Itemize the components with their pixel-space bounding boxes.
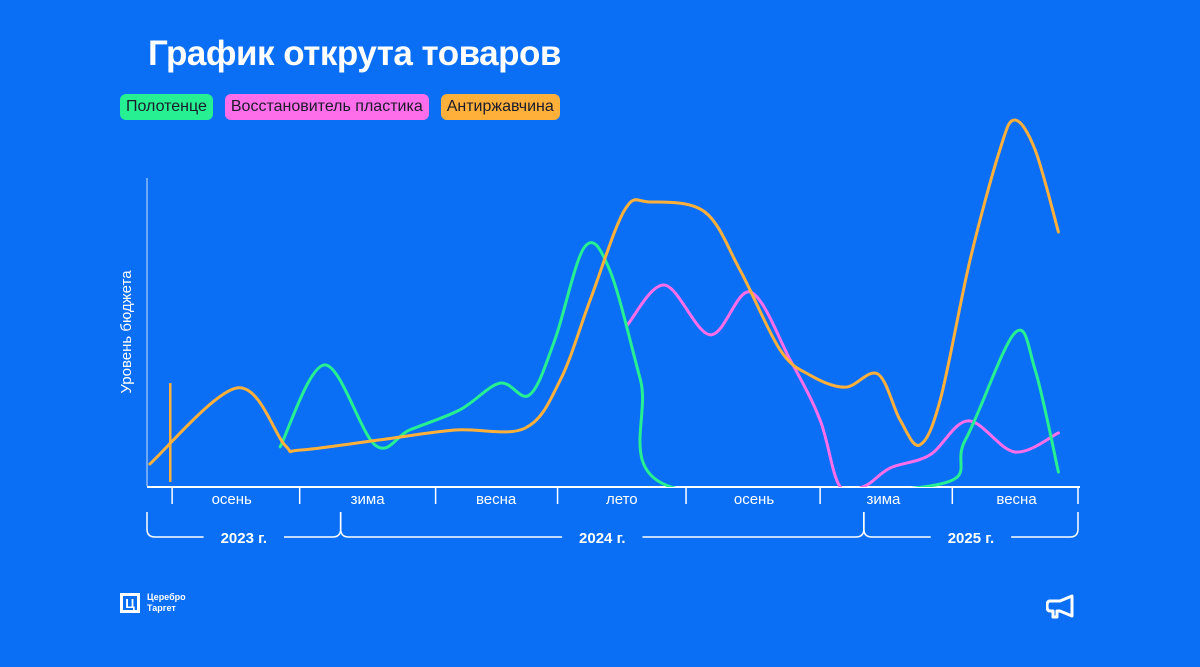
season-label: зима (866, 491, 901, 508)
season-label: осень (212, 491, 252, 508)
series-line-0 (148, 118, 1060, 466)
y-axis-label: Уровень бюджета (118, 270, 135, 394)
year-bracket (863, 512, 1079, 538)
page-title: График открута товаров (148, 34, 561, 73)
logo-line2: Таргет (147, 603, 176, 613)
season-label: лето (606, 491, 638, 508)
legend-item-anti-rust: Антиржавчина (440, 94, 560, 120)
series-line-2 (625, 283, 1060, 487)
legend-item-towel: Полотенце (120, 94, 213, 120)
legend-item-plastic-restorer: Восстановитель пластика (224, 94, 429, 120)
season-label: весна (996, 491, 1037, 508)
year-label: 2023 г. (221, 530, 267, 547)
megaphone-icon (1046, 594, 1074, 619)
logo-mark: Ц (120, 593, 140, 613)
season-label: весна (476, 491, 517, 508)
legend: Полотенце Восстановитель пластика Антирж… (120, 94, 560, 120)
logo: Ц Церебро Таргет (120, 592, 186, 614)
year-label: 2025 г. (948, 530, 994, 547)
year-label: 2024 г. (579, 530, 625, 547)
season-label: осень (734, 491, 774, 508)
season-label: зима (351, 491, 386, 508)
logo-line1: Церебро (147, 592, 186, 602)
series-line-1 (278, 241, 1060, 487)
